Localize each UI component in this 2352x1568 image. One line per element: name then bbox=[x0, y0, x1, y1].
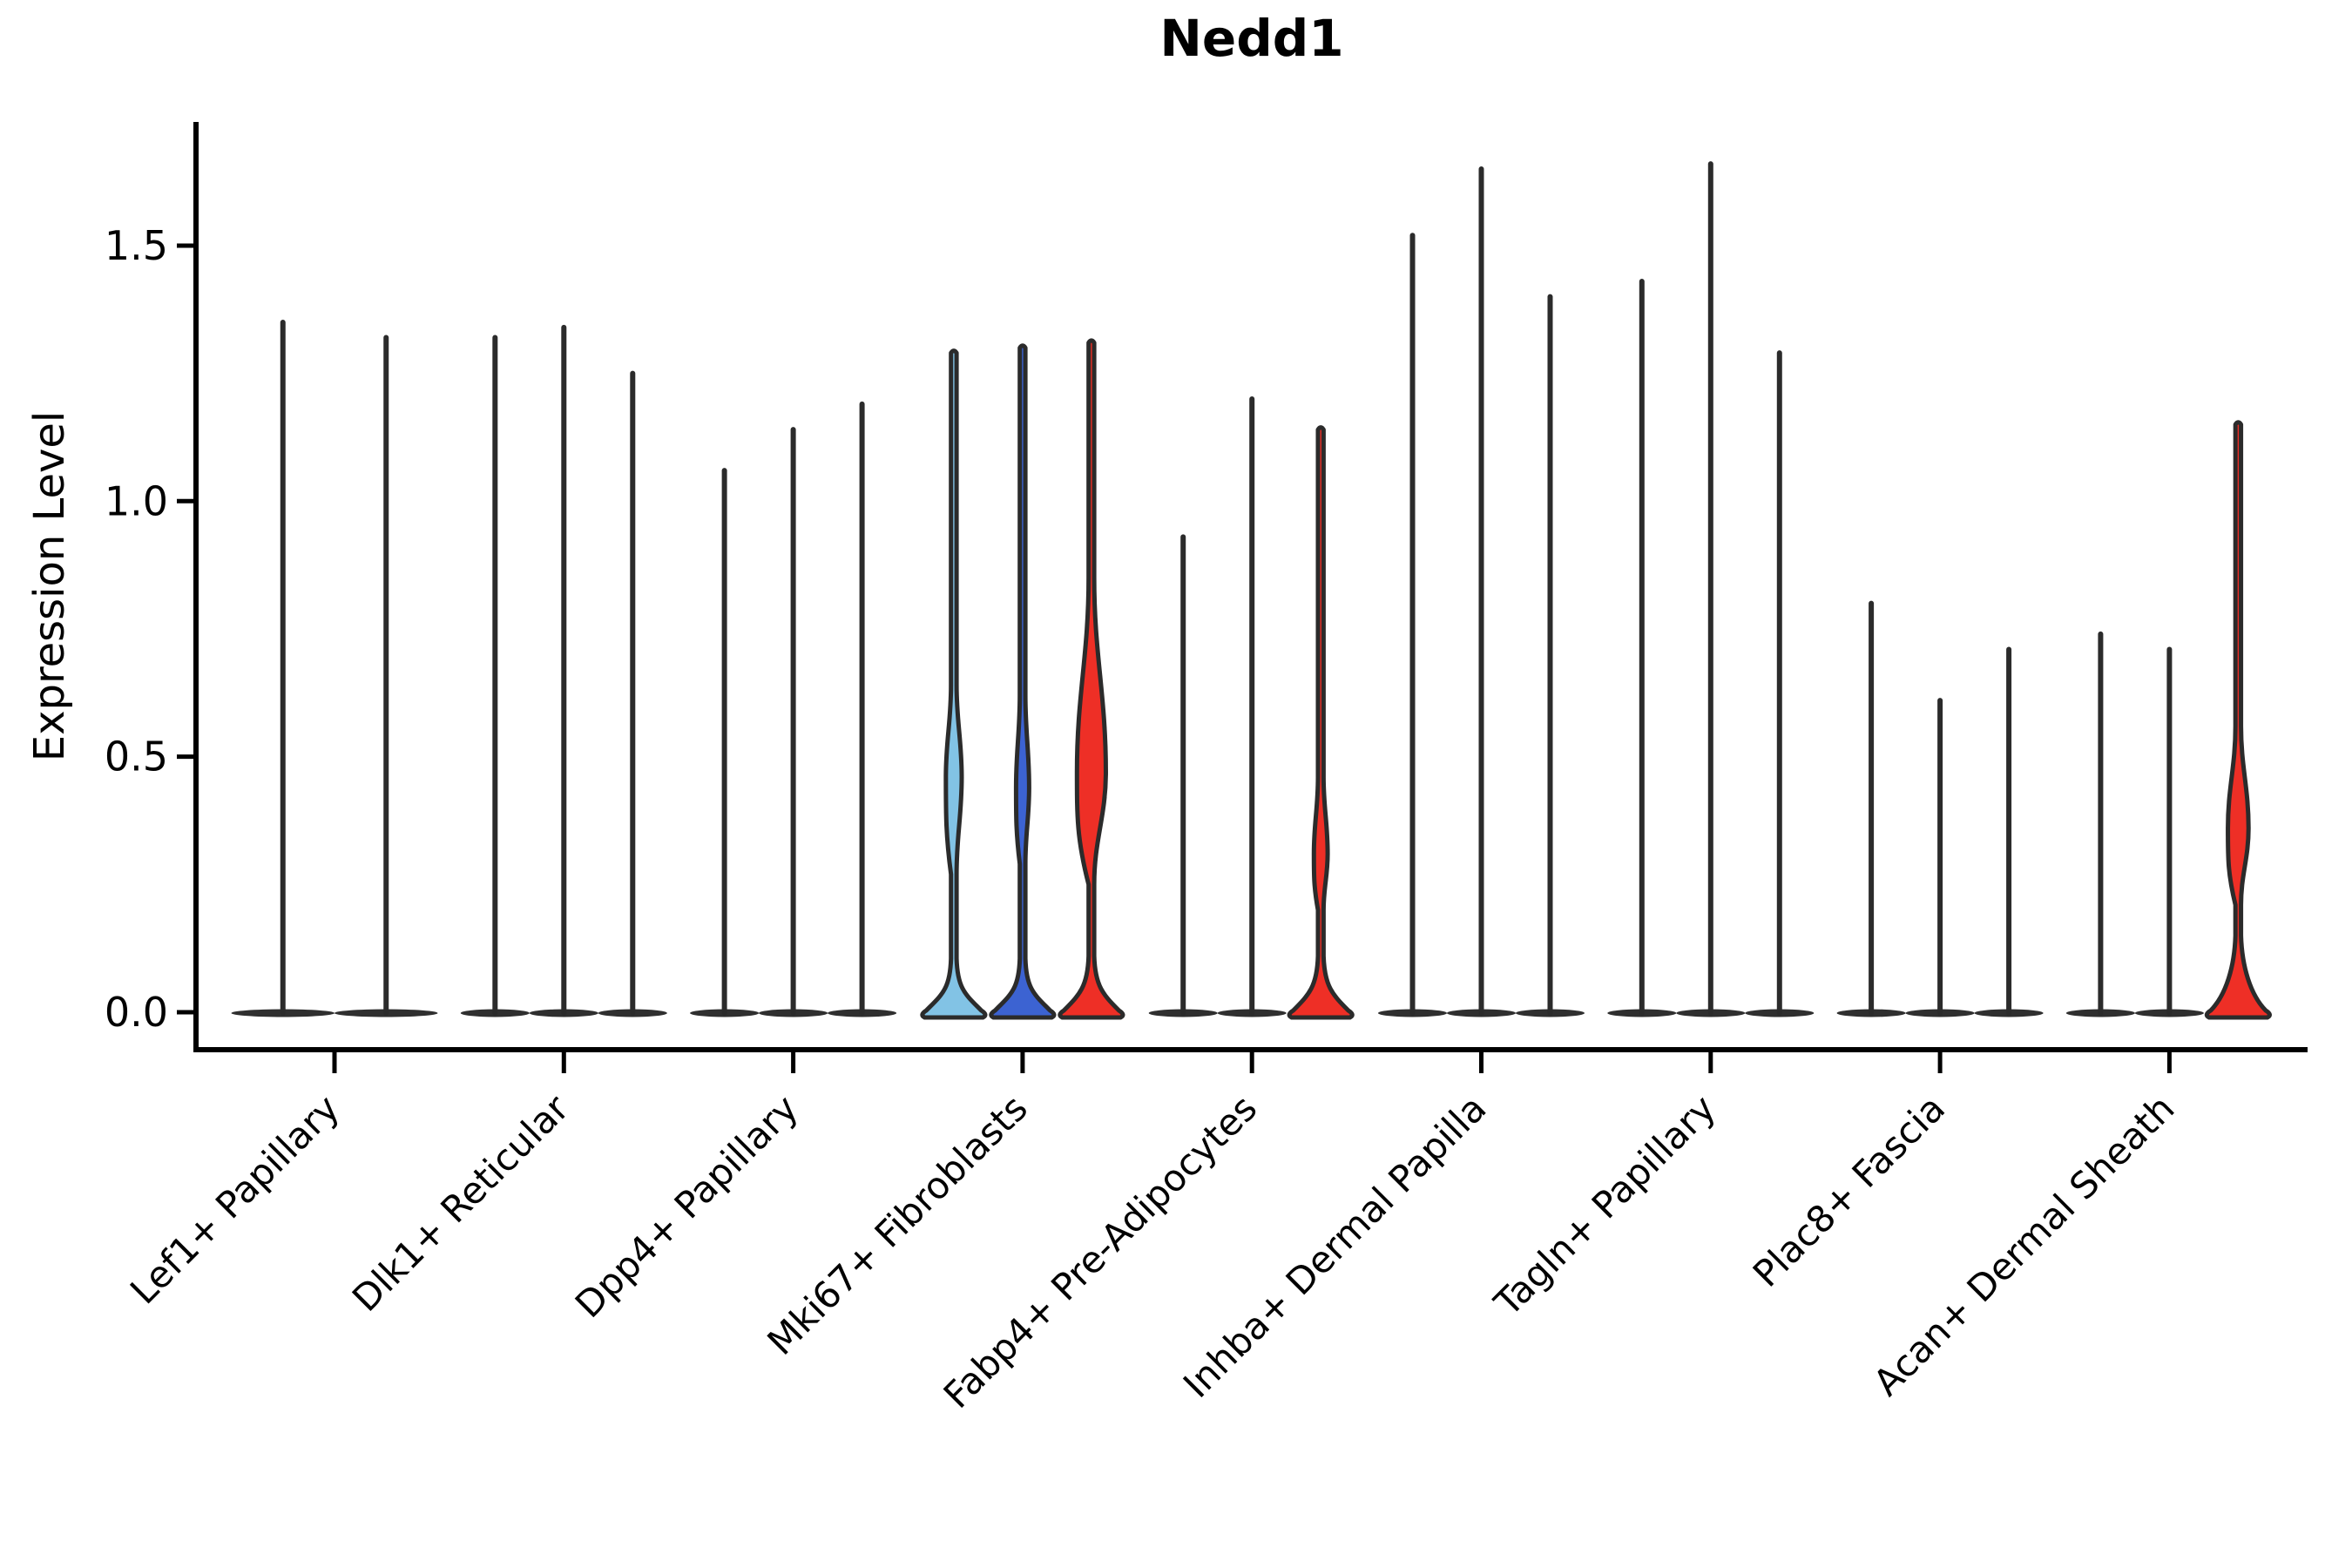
violin bbox=[1287, 425, 1355, 1020]
category-label: Tagln+ Papillary bbox=[1485, 1086, 1723, 1324]
category-label: Dlk1+ Reticular bbox=[344, 1086, 578, 1320]
chart-title: Nedd1 bbox=[1159, 9, 1344, 68]
violin bbox=[1058, 338, 1125, 1020]
y-tick-label: 1.0 bbox=[105, 477, 168, 524]
violin bbox=[989, 343, 1057, 1020]
violin bbox=[920, 348, 988, 1020]
axes-layer bbox=[177, 122, 2308, 1073]
violin bbox=[2204, 420, 2272, 1020]
y-tick-label: 1.5 bbox=[105, 222, 168, 269]
category-label: Mki67+ Fibroblasts bbox=[759, 1086, 1035, 1362]
y-axis-title: Expression Level bbox=[25, 411, 74, 762]
violin-layer bbox=[231, 161, 2272, 1020]
category-label: Plac8+ Fascia bbox=[1745, 1086, 1953, 1294]
category-label: Dpp4+ Papillary bbox=[567, 1086, 807, 1326]
category-label: Lef1+ Papillary bbox=[122, 1086, 348, 1312]
y-tick-label: 0.5 bbox=[105, 733, 168, 781]
y-tick-label: 0.0 bbox=[105, 989, 168, 1036]
